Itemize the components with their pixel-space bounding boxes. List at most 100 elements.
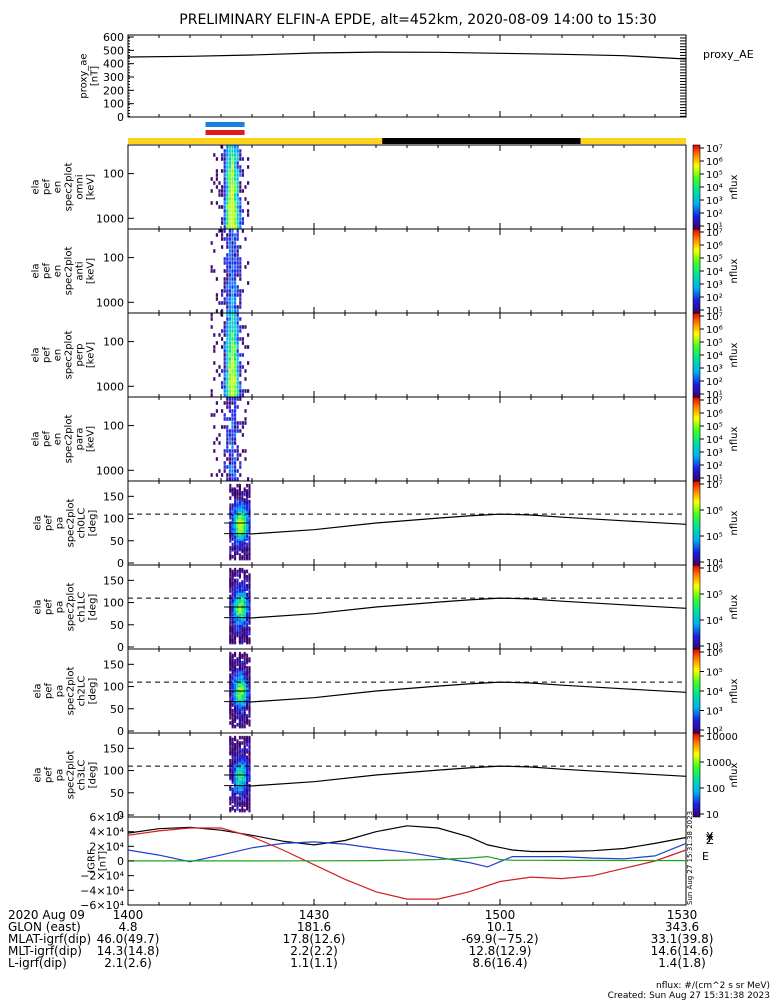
spectrogram-pixel (223, 365, 226, 369)
spectrogram-pixel (221, 289, 224, 293)
spectrogram-pixel (231, 393, 234, 397)
y-tick-label: 100 (103, 336, 124, 349)
spectrogram-pixel (248, 617, 251, 622)
spectrogram-pixel (234, 277, 237, 281)
y-tick-label: 150 (103, 574, 124, 587)
spectrogram-pixel (226, 341, 229, 345)
spectrogram-pixel (223, 297, 226, 301)
spectrogram-pixel (236, 245, 239, 249)
spectrogram-pixel (229, 767, 232, 772)
spectrogram-pixel (226, 333, 229, 337)
annotation-value: 343.6 (665, 920, 699, 934)
spectrogram-pixel (210, 201, 213, 205)
spectrogram-pixel (226, 213, 229, 217)
ylabel-line: [deg] (88, 678, 99, 705)
spectrogram-pixel (244, 265, 247, 269)
orbit-status-bar (128, 122, 686, 144)
spectrogram-pixel (238, 582, 241, 586)
spectrogram-pixel (238, 735, 241, 740)
y-tick-label: 100 (103, 513, 124, 526)
spectrogram-pixel (223, 353, 226, 357)
spectrogram-pixel (231, 161, 234, 165)
spectrogram-pixel (236, 353, 239, 357)
spectrogram-pixel (248, 692, 251, 697)
spectrogram-pixel (244, 237, 247, 241)
bottom-annotation: 2020 Aug 09 1400 1430 1500 1530 GLON (east) 4.… (8, 908, 713, 970)
spectrogram-pixel (234, 651, 237, 656)
spectrogram (229, 735, 251, 813)
spectrogram-pixel (226, 329, 229, 333)
spectrogram-pixel (236, 578, 239, 583)
spectrogram-pixel (229, 487, 232, 492)
spectrogram-pixel (221, 425, 224, 429)
spectrogram-pixel (223, 453, 226, 457)
spectrogram-pixel (236, 365, 239, 369)
spectrogram-pixel (226, 293, 229, 297)
spectrogram-pixel (218, 181, 221, 185)
spectrogram-pixel (221, 237, 224, 241)
spectrogram-pixel (234, 369, 237, 373)
spectrogram-pixel (215, 369, 218, 373)
spectrogram-pixel (228, 221, 231, 225)
spectrogram-pixel (226, 353, 229, 357)
spectrogram-pixel (234, 181, 237, 185)
spectrogram-pixel (226, 277, 229, 281)
vertical-stamp: Sun Aug 27 15:31:38 2023 (686, 811, 694, 905)
ylabel-line: para (75, 428, 86, 451)
annotation-value: 1430 (299, 908, 330, 922)
spectrogram-pixel (248, 540, 251, 545)
spectrogram-pixel (231, 305, 234, 309)
spectrogram-pixel (243, 583, 246, 588)
spectrogram-pixel (231, 469, 234, 473)
spectrogram-pixel (236, 229, 239, 233)
spectrogram-pixel (234, 253, 237, 257)
spectrogram-pixel (246, 498, 249, 502)
spectrogram-pixel (234, 257, 237, 261)
spectrogram-pixel (234, 377, 237, 381)
spectrogram-pixel (238, 556, 241, 561)
annotation-value: 14.6(14.6) (651, 944, 714, 958)
spectrogram-pixel (236, 273, 239, 277)
proxy-ae-ylabel: proxy_ae[nT] (79, 53, 101, 98)
ylabel-line: spec2plot (66, 583, 77, 632)
spectrogram-pixel (223, 173, 226, 177)
spectrogram-pixel (246, 755, 249, 760)
spectrogram-pixel (243, 556, 246, 561)
panel-frame (127, 144, 687, 230)
spectrogram-pixel (244, 377, 247, 381)
spectrogram-pixel (226, 237, 229, 241)
spectrogram-pixel (231, 197, 234, 201)
spectrogram-pixel (234, 249, 237, 253)
y-tick-label: 100 (103, 98, 124, 111)
panel-energy-anti: 1000 100 elapefenspec2plotanti[keV] 10⁷ 10⁶ 1… (31, 228, 741, 317)
panel-frame (127, 564, 687, 650)
spectrogram-pixel (228, 181, 231, 185)
spectrogram-pixel (246, 742, 249, 747)
spectrogram-pixel (231, 329, 234, 333)
y-tick-label: 100 (103, 252, 124, 265)
y-tick-label: 0 (117, 111, 124, 124)
spectrogram-pixel (234, 401, 237, 405)
spectrogram-pixel (226, 373, 229, 377)
spectrogram-pixel (234, 297, 237, 301)
ylabel-line: ela (31, 347, 42, 362)
spectrogram-pixel (226, 317, 229, 321)
colorbar-label: 10⁵ (706, 590, 723, 601)
spectrogram-pixel (223, 225, 226, 229)
spectrogram (229, 651, 251, 729)
y-tick-label: 300 (103, 71, 124, 84)
spectrogram-pixel (246, 489, 249, 493)
spectrogram-pixel (223, 341, 226, 345)
spectrogram-pixel (234, 153, 237, 157)
spectrogram-pixel (234, 209, 237, 213)
spectrogram-pixel (228, 189, 231, 193)
spectrogram-pixel (238, 573, 241, 577)
y-tick-label: 50 (110, 619, 124, 632)
colorbar (692, 648, 701, 734)
ylabel-line: en (53, 433, 64, 446)
spectrogram-pixel (226, 429, 229, 433)
spectrogram-pixel (231, 169, 234, 173)
spectrogram-pixel (236, 377, 239, 381)
pa-ylabel: elapefpaspec2plotch2LC[deg] (33, 667, 99, 716)
